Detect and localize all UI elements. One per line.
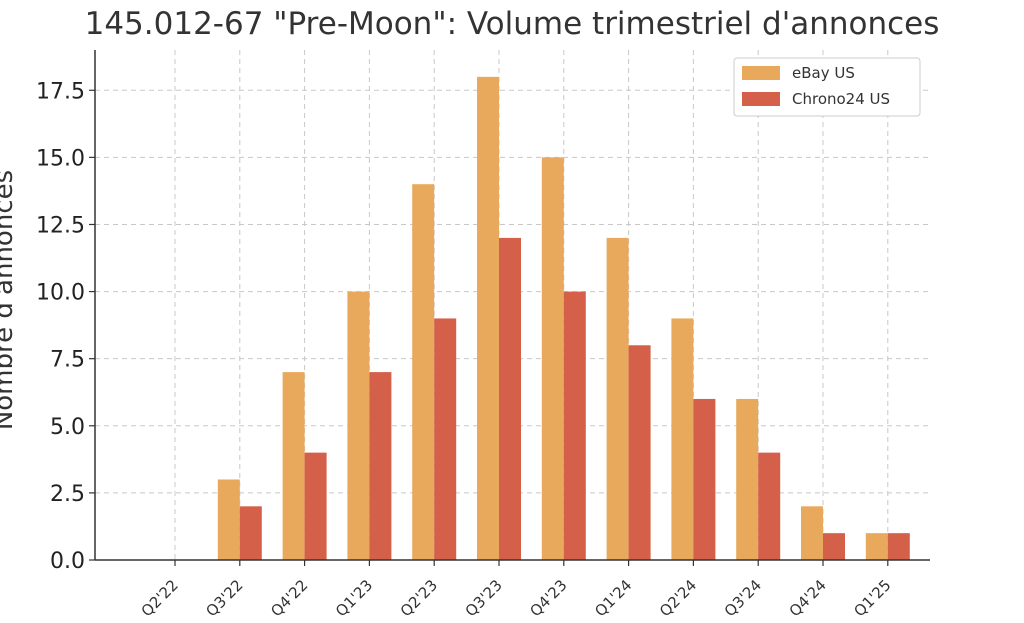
x-tick-label: Q2'24 [656,576,700,619]
bar-chrono24-us [304,452,327,560]
bar-ebay-us [412,184,435,561]
bar-chrono24-us [563,291,586,560]
bar-ebay-us [541,157,564,561]
x-tick-label: Q4'22 [267,576,311,619]
bar-chrono24-us [239,506,262,560]
bar-chrono24-us [369,372,392,560]
x-tick-label: Q1'24 [591,576,635,619]
y-tick-label: 7.5 [50,348,85,373]
x-tick-label: Q4'24 [786,576,830,619]
legend: eBay US Chrono24 US [733,57,921,117]
bar-chrono24-us [823,533,845,560]
legend-box [733,57,921,117]
bar-ebay-us [801,506,823,560]
bar-chrono24-us [628,345,651,560]
bar-chrono24-us [434,318,457,560]
bar-ebay-us [865,533,888,560]
bar-chrono24-us [693,398,716,560]
bar-ebay-us [671,318,694,560]
x-tick-label: Q3'23 [462,576,506,619]
bar-chrono24-us [887,533,910,560]
bar-ebay-us [477,76,499,560]
x-tick-label: Q2'23 [397,576,441,619]
bar-chrono24-us [758,452,781,560]
x-tick-label: Q3'24 [721,576,765,619]
y-tick-label: 15.0 [36,146,85,171]
bar-ebay-us [282,372,305,560]
legend-label-chrono24: Chrono24 US [792,90,890,108]
bar-ebay-us [347,291,370,560]
x-tick-label: Q2'22 [138,576,182,619]
bar-chrono24-us [499,237,521,561]
bar-ebay-us [736,398,759,560]
x-tick-label: Q1'23 [332,576,376,619]
y-tick-label: 17.5 [36,79,85,104]
y-tick-label: 0.0 [50,549,85,574]
x-tick-label: Q1'25 [850,576,894,619]
bars [217,76,910,561]
x-tick-label: Q4'23 [526,576,570,619]
bar-ebay-us [217,479,240,560]
legend-swatch-ebay [742,66,780,80]
legend-label-ebay: eBay US [792,64,855,82]
legend-swatch-chrono24 [742,92,780,106]
x-tick-label: Q3'22 [202,576,246,619]
y-tick-label: 2.5 [50,482,85,507]
y-tick-label: 5.0 [50,415,85,440]
y-tick-label: 10.0 [36,281,85,306]
y-tick-label: 12.5 [36,213,85,238]
y-axis-label: Nombre d'annonces [0,170,19,430]
chart-title: 145.012-67 "Pre-Moon": Volume trimestrie… [85,6,940,42]
bar-ebay-us [606,237,629,561]
axes [89,50,930,566]
